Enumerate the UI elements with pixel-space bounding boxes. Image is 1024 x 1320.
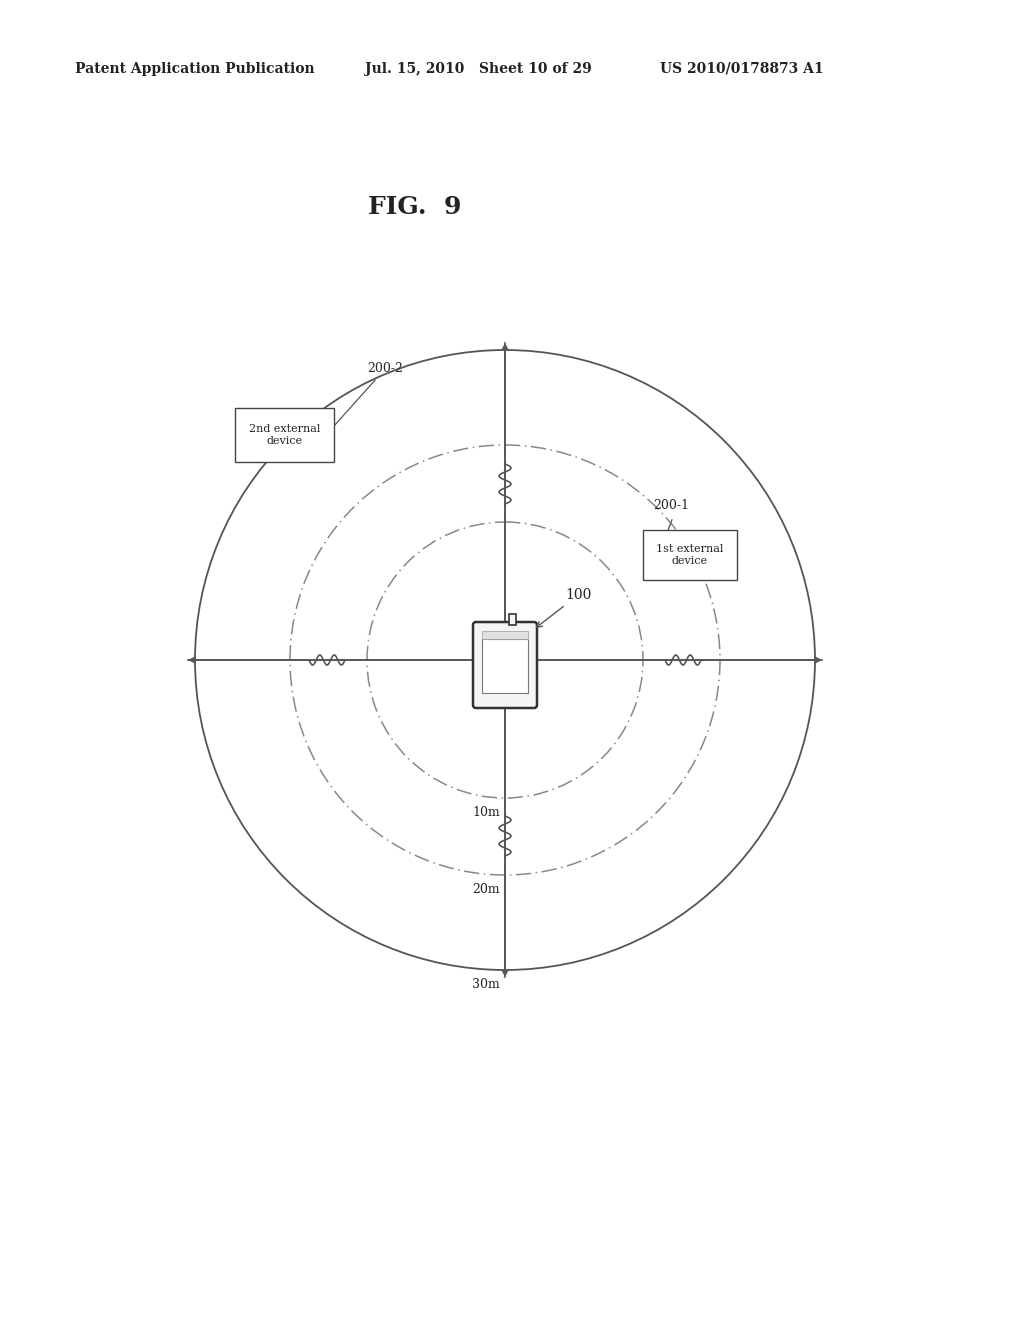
FancyBboxPatch shape [473,622,537,708]
Text: 30m: 30m [472,978,500,991]
Bar [482,639,528,693]
FancyBboxPatch shape [643,531,737,579]
Text: 100: 100 [537,587,592,627]
Text: 200-1: 200-1 [653,499,689,512]
Bar [509,614,516,624]
Bar [482,631,528,639]
Text: Jul. 15, 2010   Sheet 10 of 29: Jul. 15, 2010 Sheet 10 of 29 [365,62,592,77]
Text: 1st external
device: 1st external device [656,544,724,566]
FancyBboxPatch shape [234,408,334,462]
Text: 200-2: 200-2 [367,362,402,375]
Text: 10m: 10m [472,807,500,818]
Text: 20m: 20m [472,883,500,896]
Text: FIG.  9: FIG. 9 [369,195,462,219]
Text: Patent Application Publication: Patent Application Publication [75,62,314,77]
Text: 2nd external
device: 2nd external device [249,424,321,446]
Text: US 2010/0178873 A1: US 2010/0178873 A1 [660,62,823,77]
